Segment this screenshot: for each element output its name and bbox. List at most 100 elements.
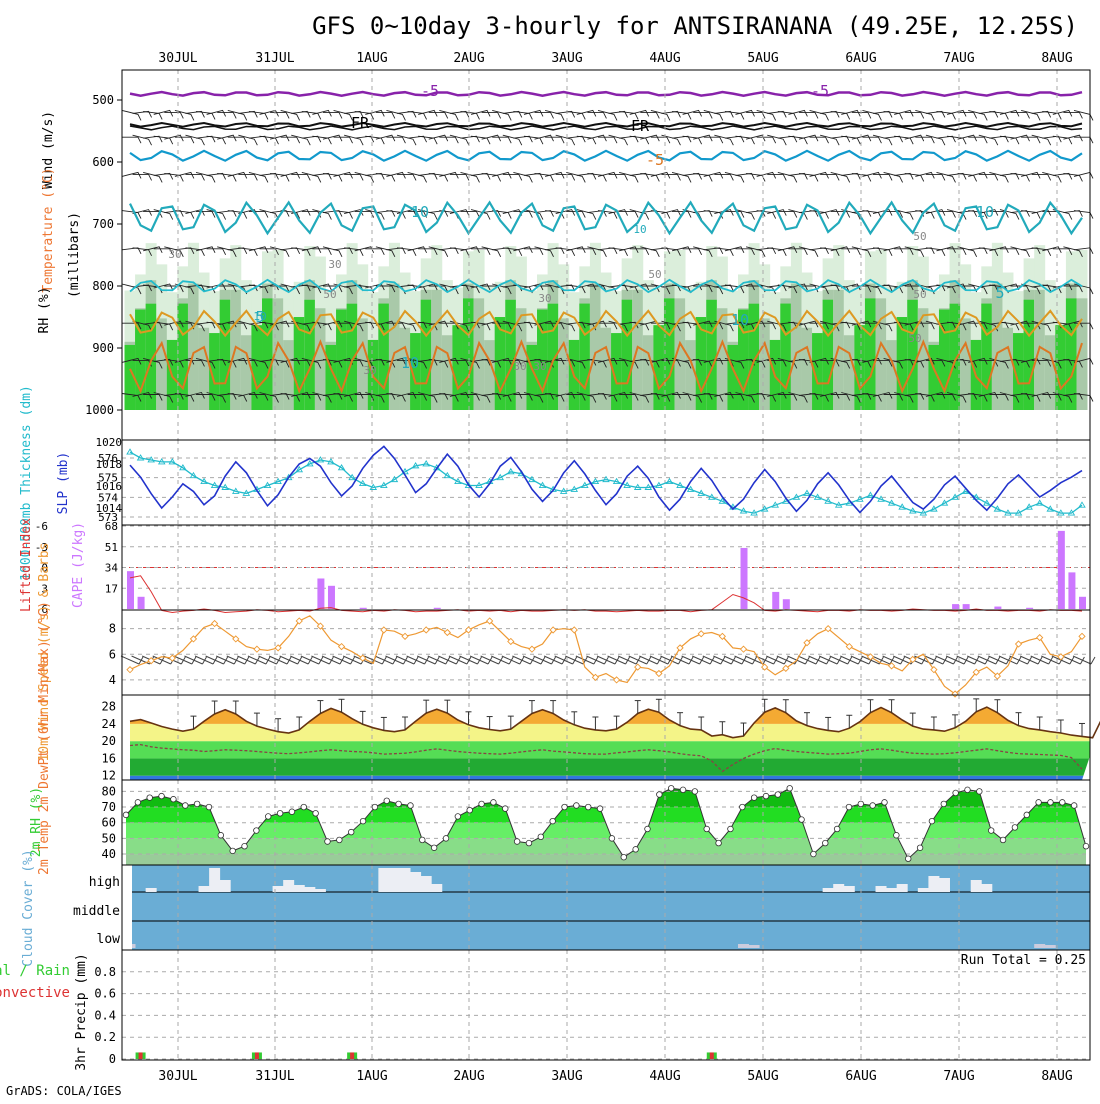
precip-conv-bar: [138, 1052, 143, 1059]
upper-air-wind-barb: [714, 391, 734, 399]
rh-shade-green: [526, 344, 538, 410]
upper-air-wind-barb: [957, 246, 978, 258]
upper-air-wind-barb: [545, 322, 565, 330]
upper-air-wind-barb: [978, 391, 999, 399]
thickness-point: [792, 493, 801, 500]
upper-air-wind-barb: [143, 357, 163, 369]
thickness-point: [327, 458, 335, 465]
upper-air-wind-barb: [344, 209, 364, 216]
upper-air-wind-barb: [301, 171, 322, 183]
rh-point: [928, 817, 936, 825]
upper-air-wind-barb: [1031, 284, 1052, 292]
cape-bar: [772, 591, 780, 609]
upper-air-wind-barb: [195, 246, 216, 254]
rh-shade-mid: [156, 318, 168, 410]
upper-air-wind-barb: [365, 358, 385, 366]
upper-air-wind-barb: [153, 248, 174, 256]
wind-speed-point: [845, 642, 853, 651]
rh-point: [265, 813, 272, 820]
rh-point: [217, 832, 225, 839]
upper-air-wind-barb: [598, 136, 618, 144]
li-line: [129, 575, 1083, 614]
rh-point: [1059, 799, 1066, 806]
freezing-line-2: [129, 125, 1083, 131]
rh-shade-green: [621, 299, 633, 410]
upper-air-wind-barb: [248, 357, 269, 369]
upper-air-wind-barb: [724, 394, 745, 401]
rh-point: [608, 835, 616, 842]
wind10m-wind-barb: [1072, 655, 1096, 665]
thickness-point: [210, 481, 219, 488]
rh-shade-mid: [484, 340, 496, 410]
temp-band: [130, 741, 1090, 759]
rh-shade-green: [304, 299, 316, 410]
upper-air-wind-barb: [672, 394, 692, 401]
upper-air-wind-barb: [714, 209, 734, 216]
upper-air-wind-barb: [439, 171, 459, 179]
upper-air-wind-barb: [798, 134, 819, 142]
upper-air-wind-barb: [640, 111, 660, 119]
rh-shade-mid: [240, 335, 252, 410]
slp-tick-label: 1016: [96, 480, 123, 493]
upper-air-wind-barb: [1031, 391, 1052, 399]
wind-speed-point: [634, 663, 642, 671]
upper-air-wind-barb: [545, 357, 565, 365]
rh-shade-green: [864, 298, 876, 410]
wind-speed-point: [168, 654, 176, 662]
cloud-high-bar: [938, 878, 950, 892]
rh-shade-green: [420, 299, 432, 410]
bottom-date-label: 30JUL: [158, 1069, 197, 1084]
upper-air-ytick-label: 500: [92, 93, 114, 107]
thickness-point: [1057, 509, 1065, 516]
upper-air-wind-barb: [312, 209, 332, 220]
upper-air-wind-barb: [756, 136, 777, 144]
thickness-point: [454, 477, 462, 485]
upper-air-wind-barb: [703, 136, 724, 144]
upper-air-wind-barb: [259, 172, 279, 180]
upper-air-wind-barb: [153, 172, 174, 180]
thickness-point: [126, 448, 134, 455]
upper-air-wind-barb: [354, 321, 375, 329]
upper-air-wind-barb: [619, 246, 639, 254]
thickness-point: [274, 477, 282, 485]
upper-air-wind-barb: [576, 209, 597, 220]
upper-air-wind-barb: [470, 283, 491, 291]
top-date-label: 8AUG: [1041, 51, 1072, 66]
upper-air-wind-barb: [756, 322, 777, 330]
upper-air-wind-barb: [682, 248, 703, 256]
rh-point: [122, 811, 130, 819]
thickness-point: [1035, 499, 1044, 506]
thickness-point: [559, 487, 568, 494]
rh-shade-green: [1065, 298, 1077, 410]
cape-bar: [952, 604, 960, 609]
upper-air-wind-barb: [788, 109, 808, 117]
upper-air-wind-barb: [322, 320, 343, 328]
wind-speed-point: [591, 673, 600, 681]
upper-air-wind-barb: [957, 111, 978, 119]
upper-air-wind-barb: [999, 248, 1020, 256]
wind-speed-point: [549, 626, 557, 634]
upper-air-wind-barb: [1063, 210, 1083, 217]
upper-air-wind-barb: [375, 393, 396, 400]
upper-air-wind-barb: [809, 136, 829, 144]
upper-air-wind-barb: [597, 283, 618, 295]
upper-air-wind-barb: [872, 134, 893, 146]
upper-air-wind-barb: [1021, 283, 1041, 295]
bottom-date-label: 4AUG: [649, 1069, 680, 1084]
contour-label: 5: [995, 284, 1004, 302]
rh-shade-green: [738, 309, 750, 410]
upper-air-wind-barb: [1052, 109, 1073, 117]
rh-shade-mid: [589, 283, 601, 410]
rh-shade-green: [209, 333, 221, 410]
wind-speed-point: [232, 635, 240, 643]
upper-air-wind-barb: [830, 135, 851, 143]
thickness-point: [834, 501, 843, 508]
wind-speed-point: [380, 626, 388, 634]
upper-air-wind-barb: [682, 358, 703, 366]
upper-air-wind-barb: [195, 135, 216, 143]
thickness-point: [591, 477, 600, 485]
rh-shade-green: [822, 299, 834, 410]
upper-air-wind-barb: [534, 111, 554, 119]
upper-air-wind-barb: [767, 359, 787, 367]
